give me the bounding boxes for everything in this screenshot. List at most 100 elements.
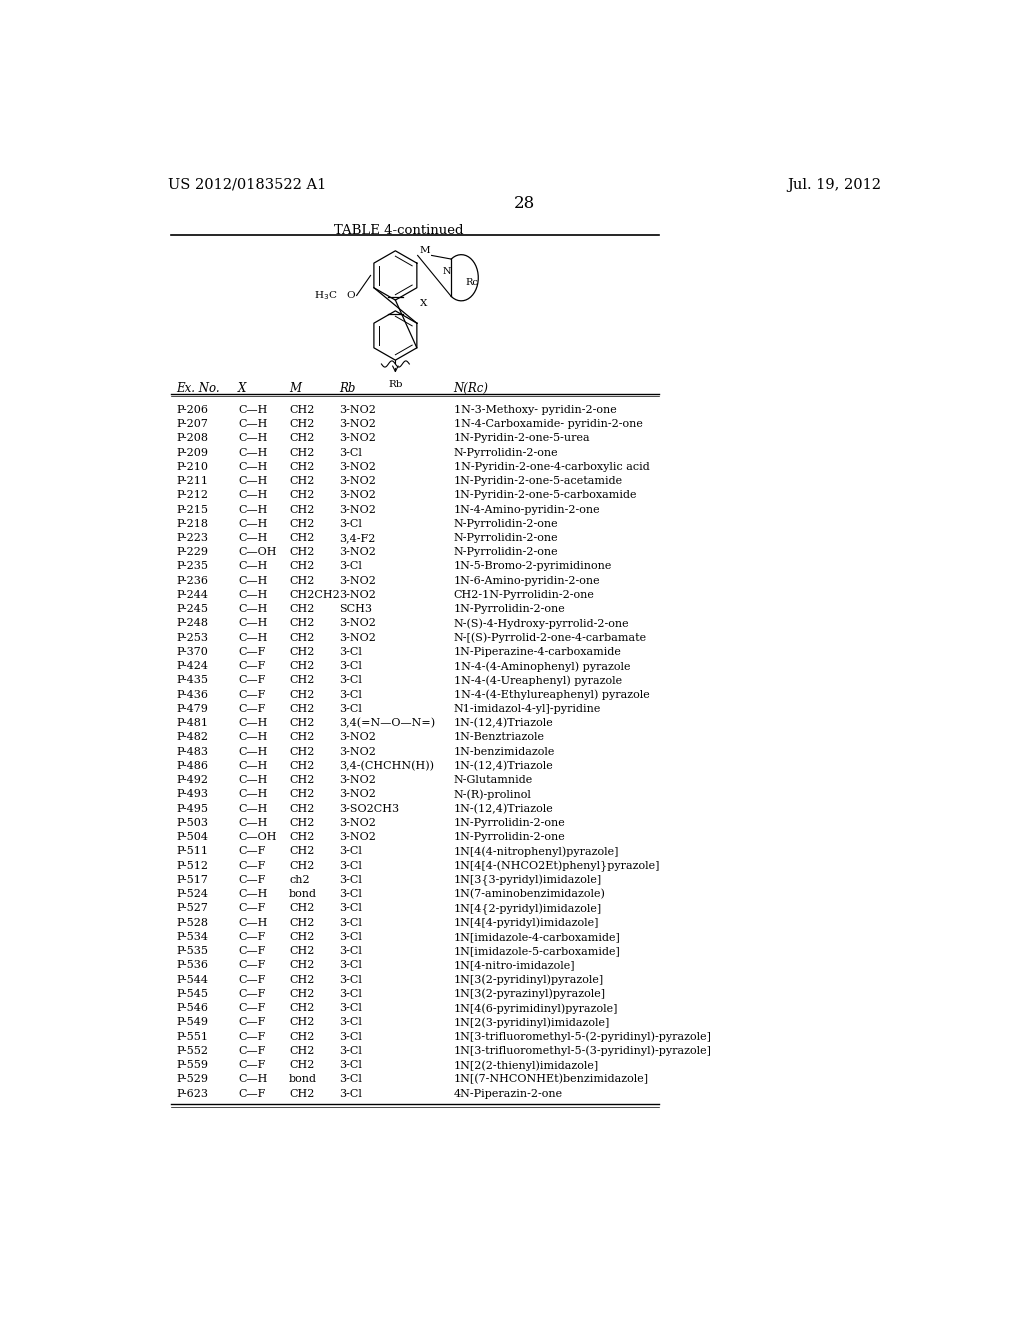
- Text: 3-Cl: 3-Cl: [339, 890, 361, 899]
- Text: CH2: CH2: [289, 1032, 314, 1041]
- Text: CH2: CH2: [289, 789, 314, 800]
- Text: 1N[3-trifluoromethyl-5-(3-pyridinyl)-pyrazole]: 1N[3-trifluoromethyl-5-(3-pyridinyl)-pyr…: [454, 1045, 712, 1056]
- Text: P-512: P-512: [176, 861, 208, 871]
- Text: CH2: CH2: [289, 804, 314, 813]
- Text: P-503: P-503: [176, 818, 208, 828]
- Text: bond: bond: [289, 1074, 317, 1084]
- Text: M: M: [420, 247, 430, 256]
- Text: X: X: [420, 300, 428, 309]
- Text: C—H: C—H: [238, 818, 267, 828]
- Text: CH2: CH2: [289, 760, 314, 771]
- Text: 3-SO2CH3: 3-SO2CH3: [339, 804, 399, 813]
- Text: CH2: CH2: [289, 846, 314, 857]
- Text: 1N[(7-NHCONHEt)benzimidazole]: 1N[(7-NHCONHEt)benzimidazole]: [454, 1074, 648, 1085]
- Text: P-529: P-529: [176, 1074, 208, 1084]
- Text: P-481: P-481: [176, 718, 208, 729]
- Text: CH2: CH2: [289, 447, 314, 458]
- Text: 1N-(12,4)Triazole: 1N-(12,4)Triazole: [454, 718, 553, 729]
- Text: C—F: C—F: [238, 647, 265, 657]
- Text: TABLE 4-continued: TABLE 4-continued: [335, 224, 464, 236]
- Text: CH2: CH2: [289, 989, 314, 999]
- Text: P-253: P-253: [176, 632, 208, 643]
- Text: P-207: P-207: [176, 418, 208, 429]
- Text: CH2: CH2: [289, 632, 314, 643]
- Text: 3-Cl: 3-Cl: [339, 1003, 361, 1012]
- Text: C—F: C—F: [238, 946, 265, 956]
- Text: 1N[4(6-pyrimidinyl)pyrazole]: 1N[4(6-pyrimidinyl)pyrazole]: [454, 1003, 618, 1014]
- Text: 3-Cl: 3-Cl: [339, 661, 361, 671]
- Text: 1N[imidazole-5-carboxamide]: 1N[imidazole-5-carboxamide]: [454, 946, 621, 956]
- Text: CH2: CH2: [289, 861, 314, 871]
- Text: 1N-(12,4)Triazole: 1N-(12,4)Triazole: [454, 804, 553, 814]
- Text: 1N-4-Carboxamide- pyridin-2-one: 1N-4-Carboxamide- pyridin-2-one: [454, 418, 642, 429]
- Text: N-Pyrrolidin-2-one: N-Pyrrolidin-2-one: [454, 533, 558, 543]
- Text: CH2: CH2: [289, 490, 314, 500]
- Text: SCH3: SCH3: [339, 605, 372, 614]
- Text: 3-Cl: 3-Cl: [339, 875, 361, 884]
- Text: 1N[3(2-pyrazinyl)pyrazole]: 1N[3(2-pyrazinyl)pyrazole]: [454, 989, 605, 999]
- Text: N1-imidazol-4-yl]-pyridine: N1-imidazol-4-yl]-pyridine: [454, 704, 601, 714]
- Text: 3-Cl: 3-Cl: [339, 932, 361, 942]
- Text: 3-Cl: 3-Cl: [339, 917, 361, 928]
- Text: Rb: Rb: [339, 381, 355, 395]
- Text: P-206: P-206: [176, 405, 208, 414]
- Text: P-551: P-551: [176, 1032, 208, 1041]
- Text: C—F: C—F: [238, 1060, 265, 1071]
- Text: 3-Cl: 3-Cl: [339, 846, 361, 857]
- Text: C—H: C—H: [238, 533, 267, 543]
- Text: P-535: P-535: [176, 946, 208, 956]
- Text: 1N-6-Amino-pyridin-2-one: 1N-6-Amino-pyridin-2-one: [454, 576, 600, 586]
- Text: CH2: CH2: [289, 561, 314, 572]
- Text: P-552: P-552: [176, 1045, 208, 1056]
- Text: C—F: C—F: [238, 875, 265, 884]
- Text: 3-NO2: 3-NO2: [339, 789, 376, 800]
- Text: 3,4(=N—O—N=): 3,4(=N—O—N=): [339, 718, 435, 729]
- Text: CH2-1N-Pyrrolidin-2-one: CH2-1N-Pyrrolidin-2-one: [454, 590, 594, 601]
- Text: C—F: C—F: [238, 1032, 265, 1041]
- Text: C—F: C—F: [238, 689, 265, 700]
- Text: P-527: P-527: [176, 903, 208, 913]
- Text: N-Pyrrolidin-2-one: N-Pyrrolidin-2-one: [454, 519, 558, 529]
- Text: C—F: C—F: [238, 1018, 265, 1027]
- Text: CH2: CH2: [289, 1018, 314, 1027]
- Text: P-244: P-244: [176, 590, 208, 601]
- Text: 3-NO2: 3-NO2: [339, 832, 376, 842]
- Text: 3-Cl: 3-Cl: [339, 961, 361, 970]
- Text: P-517: P-517: [176, 875, 208, 884]
- Text: C—H: C—H: [238, 718, 267, 729]
- Text: C—F: C—F: [238, 974, 265, 985]
- Text: 3-NO2: 3-NO2: [339, 418, 376, 429]
- Text: X: X: [238, 381, 247, 395]
- Text: Rc: Rc: [465, 279, 478, 286]
- Text: 3-NO2: 3-NO2: [339, 462, 376, 471]
- Text: 3-Cl: 3-Cl: [339, 676, 361, 685]
- Text: C—H: C—H: [238, 418, 267, 429]
- Text: C—H: C—H: [238, 632, 267, 643]
- Text: 1N[4(4-nitrophenyl)pyrazole]: 1N[4(4-nitrophenyl)pyrazole]: [454, 846, 618, 857]
- Text: 3-Cl: 3-Cl: [339, 1018, 361, 1027]
- Text: P-544: P-544: [176, 974, 208, 985]
- Text: 3-Cl: 3-Cl: [339, 861, 361, 871]
- Text: N-Pyrrolidin-2-one: N-Pyrrolidin-2-one: [454, 548, 558, 557]
- Text: C—F: C—F: [238, 903, 265, 913]
- Text: P-495: P-495: [176, 804, 208, 813]
- Text: P-218: P-218: [176, 519, 208, 529]
- Text: P-483: P-483: [176, 747, 208, 756]
- Text: 1N[4-nitro-imidazole]: 1N[4-nitro-imidazole]: [454, 961, 575, 970]
- Text: 3-Cl: 3-Cl: [339, 1032, 361, 1041]
- Text: P-528: P-528: [176, 917, 208, 928]
- Text: P-492: P-492: [176, 775, 208, 785]
- Text: M: M: [289, 381, 301, 395]
- Text: N-(S)-4-Hydroxy-pyrrolid-2-one: N-(S)-4-Hydroxy-pyrrolid-2-one: [454, 619, 629, 630]
- Text: CH2: CH2: [289, 946, 314, 956]
- Text: P-482: P-482: [176, 733, 208, 742]
- Text: 3-Cl: 3-Cl: [339, 946, 361, 956]
- Text: P-546: P-546: [176, 1003, 208, 1012]
- Text: CH2: CH2: [289, 619, 314, 628]
- Text: CH2: CH2: [289, 832, 314, 842]
- Text: P-511: P-511: [176, 846, 208, 857]
- Text: CH2: CH2: [289, 961, 314, 970]
- Text: O: O: [346, 290, 355, 300]
- Text: C—F: C—F: [238, 1045, 265, 1056]
- Text: P-212: P-212: [176, 490, 208, 500]
